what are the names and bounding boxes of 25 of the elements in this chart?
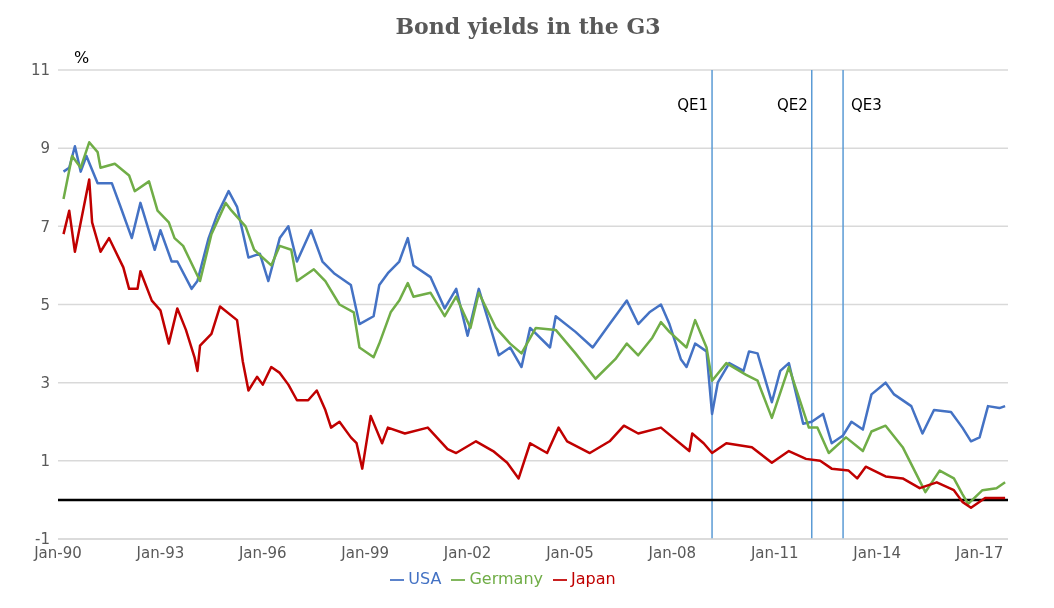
chart-title: Bond yields in the G3 — [394, 12, 662, 41]
y-tick-label: 9 — [40, 139, 50, 158]
legend-label: Japan — [571, 569, 616, 588]
x-tick-label: Jan-17 — [954, 543, 1004, 562]
legend-label: USA — [408, 569, 442, 588]
ref-line-label: QE3 — [851, 96, 882, 114]
y-axis-title: % — [74, 48, 90, 67]
ref-line-label: QE1 — [677, 96, 709, 114]
x-tick-label: Jan-93 — [135, 543, 185, 562]
y-tick-label: 11 — [30, 61, 50, 80]
x-tick-label: Jan-96 — [237, 543, 287, 562]
x-tick-label: Jan-11 — [749, 543, 799, 562]
y-tick-label: 1 — [40, 452, 50, 471]
y-tick-label: 5 — [40, 295, 50, 314]
x-tick-label: Jan-05 — [545, 543, 594, 562]
x-tick-label: Jan-14 — [852, 543, 901, 562]
line-series — [62, 144, 1007, 445]
x-tick-label: Jan-90 — [33, 543, 82, 562]
x-tick-label: Jan-99 — [340, 543, 389, 562]
x-tick-label: Jan-02 — [442, 543, 492, 562]
legend-label: Germany — [469, 569, 544, 588]
y-tick-label: 3 — [40, 373, 50, 392]
x-tick-label: Jan-08 — [647, 543, 697, 562]
y-tick-label: 7 — [40, 217, 50, 236]
ref-line-label: QE2 — [776, 96, 808, 114]
